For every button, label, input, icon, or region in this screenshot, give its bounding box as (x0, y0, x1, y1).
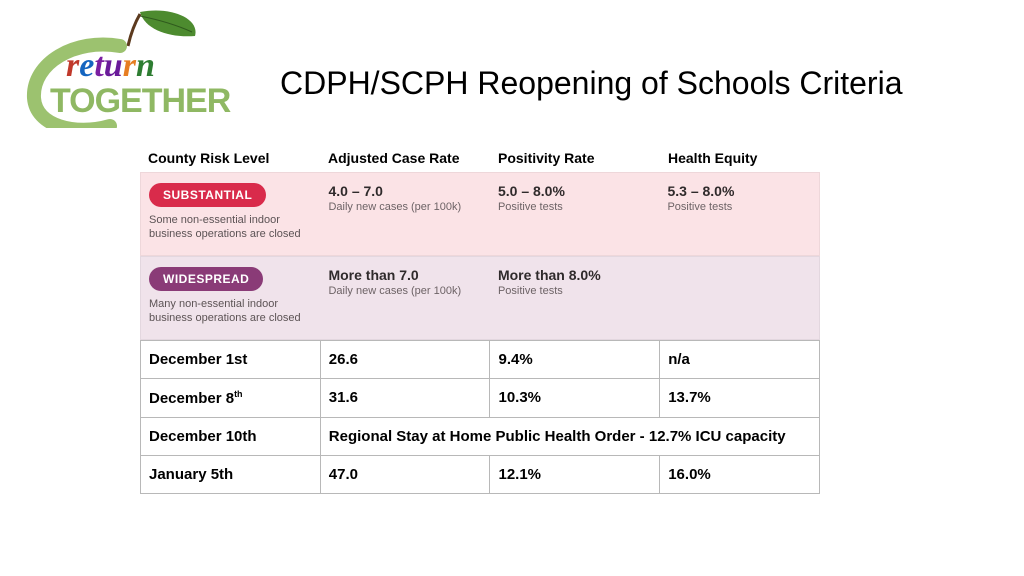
header-risk-level: County Risk Level (140, 150, 320, 166)
svg-text:TOGETHER: TOGETHER (50, 82, 231, 120)
table-row: December 10th Regional Stay at Home Publ… (141, 418, 820, 456)
tier-desc-widespread: Many non-essential indoor business opera… (149, 297, 309, 326)
substantial-equity: 5.3 – 8.0% (667, 183, 811, 199)
table-row: January 5th 47.0 12.1% 16.0% (141, 456, 820, 494)
substantial-equity-sub: Positive tests (667, 201, 811, 213)
table-header-row: County Risk Level Adjusted Case Rate Pos… (140, 150, 820, 172)
date-cell: December 1st (141, 341, 321, 379)
page-title: CDPH/SCPH Reopening of Schools Criteria (280, 65, 902, 102)
substantial-positivity-sub: Positive tests (498, 201, 652, 213)
tier-pill-substantial: SUBSTANTIAL (149, 183, 266, 207)
return-together-logo: return TOGETHER (20, 8, 250, 128)
header-positivity: Positivity Rate (490, 150, 660, 166)
positivity-cell: 10.3% (490, 379, 660, 418)
case-rate-cell: 26.6 (320, 341, 490, 379)
positivity-cell: 12.1% (490, 456, 660, 494)
span-note-cell: Regional Stay at Home Public Health Orde… (320, 418, 819, 456)
header-case-rate: Adjusted Case Rate (320, 150, 490, 166)
date-cell: December 10th (141, 418, 321, 456)
svg-text:return: return (66, 47, 155, 84)
date-text: December 8 (149, 390, 234, 407)
tier-row-substantial: SUBSTANTIAL Some non-essential indoor bu… (140, 172, 820, 256)
equity-cell: 16.0% (660, 456, 820, 494)
data-table: December 1st 26.6 9.4% n/a December 8th … (140, 340, 820, 494)
tier-row-widespread: WIDESPREAD Many non-essential indoor bus… (140, 256, 820, 340)
criteria-table: County Risk Level Adjusted Case Rate Pos… (140, 150, 820, 494)
widespread-case-rate: More than 7.0 (328, 267, 482, 283)
equity-cell: 13.7% (660, 379, 820, 418)
widespread-positivity: More than 8.0% (498, 267, 652, 283)
date-suffix: th (234, 389, 243, 399)
table-row: December 8th 31.6 10.3% 13.7% (141, 379, 820, 418)
substantial-case-rate: 4.0 – 7.0 (328, 183, 482, 199)
substantial-case-rate-sub: Daily new cases (per 100k) (328, 201, 482, 213)
widespread-case-rate-sub: Daily new cases (per 100k) (328, 285, 482, 297)
widespread-positivity-sub: Positive tests (498, 285, 652, 297)
date-cell: January 5th (141, 456, 321, 494)
equity-cell: n/a (660, 341, 820, 379)
date-cell: December 8th (141, 379, 321, 418)
case-rate-cell: 31.6 (320, 379, 490, 418)
header-health-equity: Health Equity (660, 150, 820, 166)
tier-desc-substantial: Some non-essential indoor business opera… (149, 213, 309, 242)
tier-pill-widespread: WIDESPREAD (149, 267, 263, 291)
substantial-positivity: 5.0 – 8.0% (498, 183, 652, 199)
case-rate-cell: 47.0 (320, 456, 490, 494)
table-row: December 1st 26.6 9.4% n/a (141, 341, 820, 379)
positivity-cell: 9.4% (490, 341, 660, 379)
